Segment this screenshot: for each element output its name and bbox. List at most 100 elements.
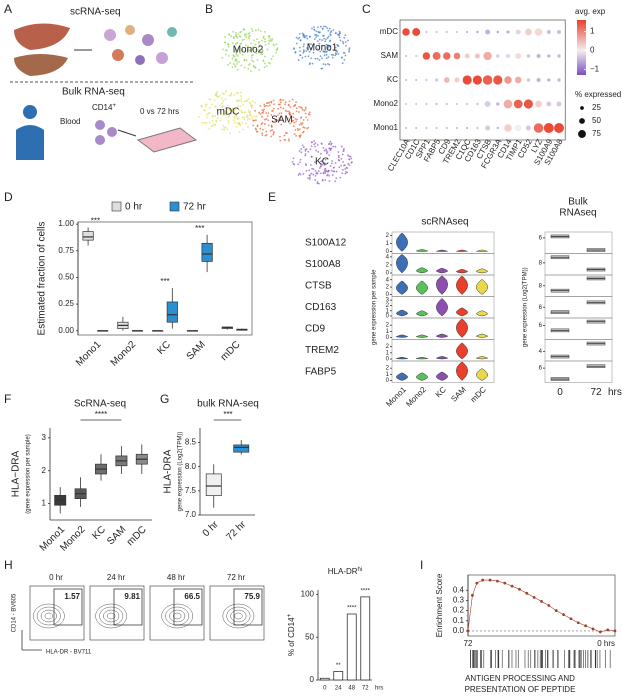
- box: [82, 231, 94, 241]
- umap-point: [303, 109, 306, 112]
- contour: [44, 612, 53, 620]
- dot: [435, 102, 438, 106]
- panel-label: I: [420, 558, 423, 572]
- umap-point: [288, 100, 291, 103]
- umap-point: [263, 31, 266, 33]
- color-tick: 0: [590, 45, 595, 54]
- y-tick-label: 0: [386, 271, 390, 277]
- x-tick-label: Mono2: [109, 339, 139, 369]
- umap-point: [268, 37, 271, 40]
- dot: [425, 102, 428, 106]
- y-tick-label: 6: [539, 305, 543, 311]
- umap-point: [303, 43, 305, 46]
- umap-point: [258, 40, 260, 43]
- umap-point: [262, 35, 265, 38]
- dot: [455, 30, 459, 34]
- umap-point: [321, 27, 324, 30]
- cell: [107, 127, 117, 137]
- umap-point: [330, 142, 333, 145]
- es-point: [471, 593, 474, 597]
- x-tick-label: 72: [362, 686, 369, 692]
- umap-point: [234, 50, 237, 52]
- umap-point: [322, 44, 324, 47]
- umap-point: [255, 48, 258, 51]
- umap-point: [240, 95, 242, 97]
- umap-point: [249, 49, 252, 51]
- es-point: [496, 579, 499, 583]
- umap-point: [283, 138, 286, 141]
- gene-label: TREM2: [305, 345, 339, 356]
- umap-point: [301, 144, 304, 147]
- umap-point: [348, 155, 351, 158]
- umap-point: [224, 35, 226, 38]
- umap-point: [219, 119, 222, 122]
- umap-point: [334, 46, 337, 49]
- dot: [546, 29, 551, 35]
- umap-point: [302, 51, 305, 54]
- umap-point: [337, 159, 340, 161]
- dot: [404, 102, 408, 106]
- umap-point: [279, 139, 282, 142]
- umap-point: [289, 122, 291, 125]
- cd14-sup: +: [112, 103, 116, 109]
- umap-point: [311, 167, 314, 170]
- panel-title: bulk RNA-seq: [197, 399, 259, 410]
- dot: [496, 102, 500, 106]
- umap-point: [224, 53, 227, 56]
- ylabel-sup: +: [287, 613, 293, 617]
- umap-point: [221, 113, 224, 116]
- umap-point: [205, 122, 208, 125]
- es-point: [518, 587, 521, 591]
- umap-point: [289, 113, 292, 116]
- umap-point: [294, 128, 297, 131]
- umap-point: [286, 110, 288, 113]
- y-tick-label: 1: [386, 329, 390, 335]
- umap-point: [272, 99, 275, 102]
- umap-point: [208, 98, 211, 101]
- umap-point: [213, 98, 216, 101]
- umap-point: [270, 135, 273, 138]
- umap-point: [251, 100, 254, 103]
- umap-point: [294, 51, 297, 54]
- umap-point: [259, 113, 262, 115]
- umap-point: [307, 113, 310, 115]
- cd14: CD14: [92, 103, 113, 112]
- umap-point: [240, 42, 243, 45]
- umap-point: [317, 150, 320, 153]
- umap-point: [305, 35, 308, 37]
- size-tick: 75: [592, 129, 601, 138]
- umap-point: [331, 174, 334, 176]
- umap-point: [299, 54, 302, 57]
- y-axis-title: Estimated fraction of cells: [37, 222, 48, 336]
- dot: [534, 28, 543, 36]
- umap-point: [238, 122, 241, 125]
- es-point: [569, 617, 573, 621]
- umap-point: [348, 50, 350, 53]
- dot: [515, 29, 521, 35]
- umap-point: [326, 46, 329, 49]
- y-axis-title: HLA-DRA: [163, 449, 174, 493]
- umap-point: [211, 103, 213, 106]
- umap-point: [335, 49, 337, 52]
- umap-point: [204, 105, 207, 108]
- gate: [113, 588, 143, 626]
- umap-point: [300, 123, 303, 126]
- umap-point: [226, 49, 228, 52]
- umap-point: [250, 42, 252, 45]
- umap-point: [334, 162, 337, 165]
- umap-point: [334, 54, 337, 57]
- umap-point: [237, 33, 240, 35]
- umap-point: [325, 53, 328, 56]
- y-tick-label: 1: [42, 499, 47, 508]
- umap-point: [309, 176, 312, 179]
- x-tick-label: KC: [155, 339, 173, 357]
- umap-point: [246, 119, 249, 121]
- bar: [346, 613, 357, 681]
- row-frame: [544, 360, 613, 383]
- umap-point: [260, 53, 263, 55]
- umap-point: [214, 94, 217, 97]
- umap-point: [336, 50, 339, 53]
- y-axis-title: % of CD14+: [287, 613, 297, 656]
- umap-point: [239, 91, 242, 94]
- violin: [396, 254, 408, 274]
